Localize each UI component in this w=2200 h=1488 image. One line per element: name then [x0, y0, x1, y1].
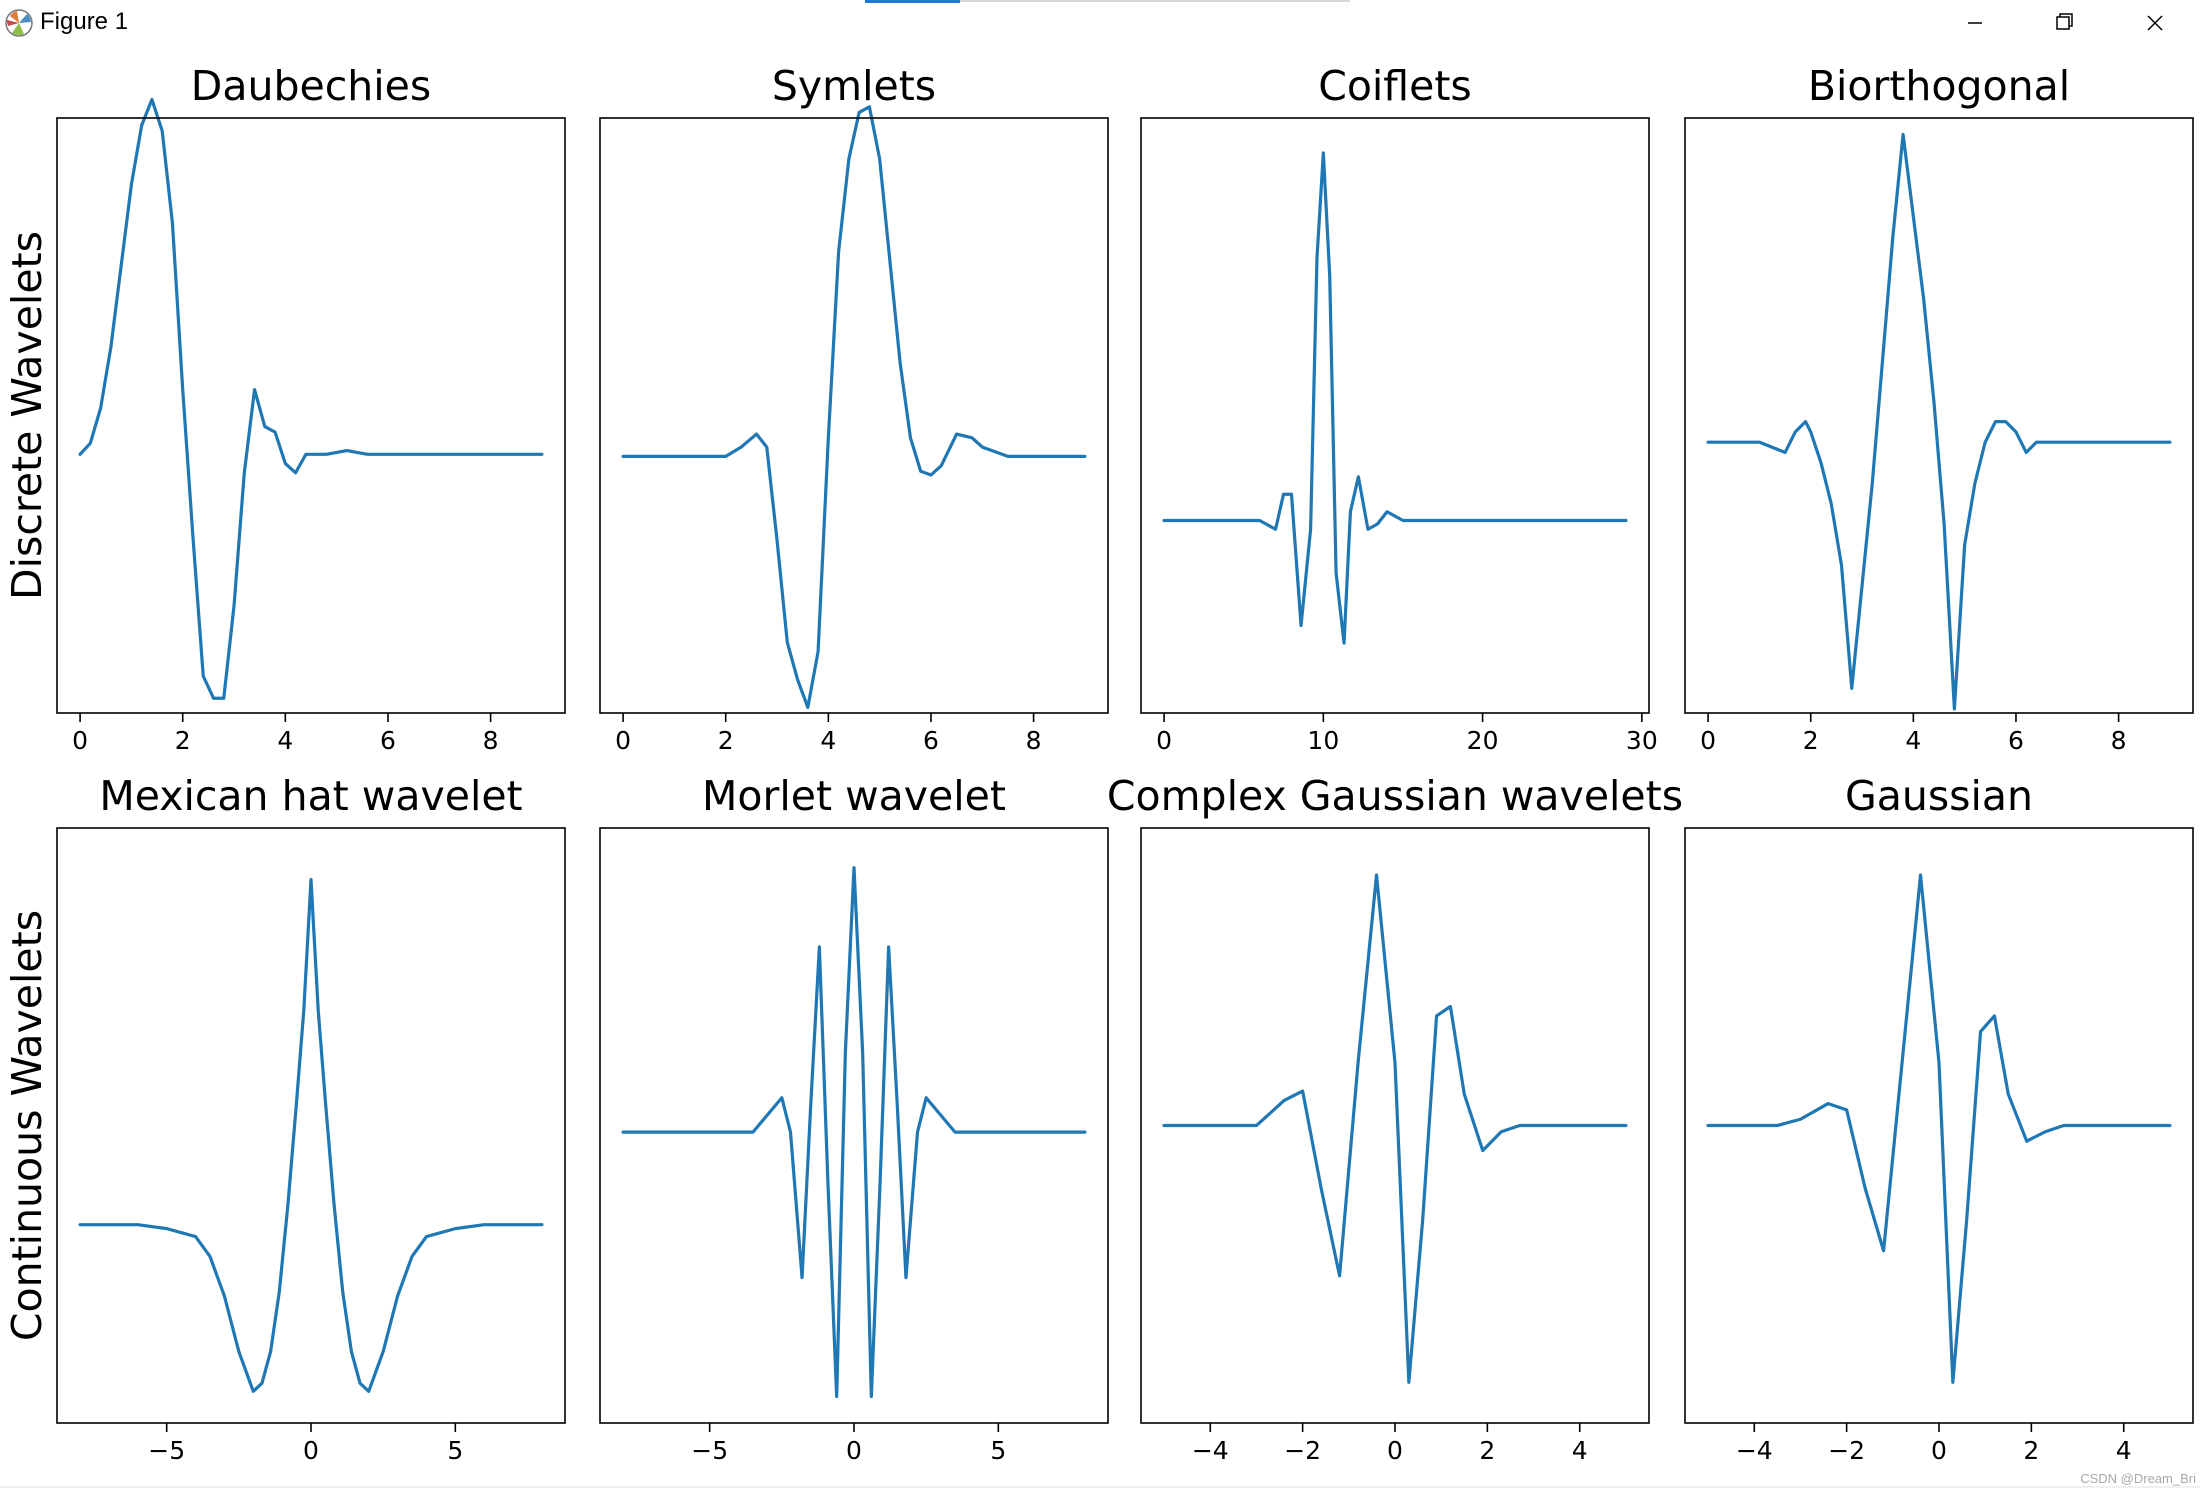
x-tick-label: −4: [1192, 1436, 1229, 1465]
x-tick-label: 8: [483, 726, 499, 755]
x-tick-label: 2: [175, 726, 191, 755]
subplot-coiflets: Coiflets 0 10 20 30: [1140, 62, 1658, 755]
x-tick-label: 0: [1156, 726, 1172, 755]
x-tick-label: 6: [923, 726, 939, 755]
restore-icon: [2056, 13, 2073, 30]
x-tick-label: 5: [447, 1436, 463, 1465]
x-tick-label: −4: [1736, 1436, 1773, 1465]
x-tick-label: −2: [1284, 1436, 1321, 1465]
close-icon: [2147, 15, 2163, 31]
x-tick-label: 4: [277, 726, 293, 755]
subplot-morlet-wavelet: Morlet wavelet −5 0 5: [599, 772, 1109, 1465]
title-bar[interactable]: Figure 1: [0, 0, 2200, 46]
close-button[interactable]: [2110, 0, 2200, 46]
x-tick-label: 4: [1572, 1436, 1588, 1465]
x-tick-label: 5: [990, 1436, 1006, 1465]
axes-frame: [1140, 117, 1650, 714]
row-label-continuous: Continuous Wavelets: [3, 910, 51, 1341]
x-tick-label: 0: [303, 1436, 319, 1465]
toolbar-divider: [960, 0, 1350, 2]
subplot-gaussian: Gaussian −4 −2 0 2 4: [1684, 772, 2194, 1465]
x-tick-label: 2: [1803, 726, 1819, 755]
axes-frame: [599, 117, 1109, 714]
subplot-biorthogonal: Biorthogonal 0 2 4 6 8: [1684, 62, 2194, 755]
x-tick-label: 30: [1626, 726, 1658, 755]
subplot-complex-gaussian-wavelets: Complex Gaussian wavelets −4 −2 0 2 4: [1107, 772, 1683, 1465]
subplot-title: Gaussian: [1845, 772, 2033, 820]
watermark: CSDN @Dream_Bri: [2080, 1471, 2196, 1486]
x-tick-label: 0: [1700, 726, 1716, 755]
subplot-symlets: Symlets 0 2 4 6 8: [599, 62, 1109, 755]
x-tick-label: 2: [718, 726, 734, 755]
axes-frame: [56, 827, 566, 1424]
x-tick-label: −5: [691, 1436, 728, 1465]
x-tick-label: 6: [380, 726, 396, 755]
wavelet-line: [621, 866, 1087, 1399]
wavelet-line: [1706, 873, 2172, 1384]
status-strip: [0, 1486, 2200, 1488]
x-tick-label: 0: [1387, 1436, 1403, 1465]
subplot-daubechies: Daubechies 0 2 4 6 8: [56, 62, 566, 755]
x-tick-label: 4: [820, 726, 836, 755]
matplotlib-logo-icon: [5, 9, 33, 37]
x-tick-label: 0: [72, 726, 88, 755]
row-label-discrete: Discrete Wavelets: [3, 231, 51, 600]
x-tick-label: 20: [1467, 726, 1499, 755]
x-tick-label: 4: [2116, 1436, 2132, 1465]
wavelet-line: [621, 105, 1087, 710]
x-tick-label: 8: [1026, 726, 1042, 755]
x-tick-label: 0: [846, 1436, 862, 1465]
wavelet-line: [1162, 151, 1628, 645]
minimize-icon: [1968, 22, 1982, 24]
subplot-title: Morlet wavelet: [702, 772, 1006, 820]
toolbar-accent-line: [865, 0, 960, 3]
x-tick-label: 0: [1931, 1436, 1947, 1465]
minimize-button[interactable]: [1930, 0, 2020, 46]
x-tick-label: 2: [1479, 1436, 1495, 1465]
subplot-title: Symlets: [772, 62, 936, 110]
wavelet-line: [1162, 873, 1628, 1384]
axes-frame: [599, 827, 1109, 1424]
x-tick-label: −5: [148, 1436, 185, 1465]
axes-frame: [56, 117, 566, 714]
subplot-title: Mexican hat wavelet: [99, 772, 522, 820]
subplot-title: Daubechies: [191, 62, 431, 110]
window-title: Figure 1: [40, 8, 129, 35]
wavelet-line: [78, 877, 544, 1393]
x-tick-label: 4: [1905, 726, 1921, 755]
restore-button[interactable]: [2020, 0, 2110, 46]
x-tick-label: −2: [1828, 1436, 1865, 1465]
x-tick-label: 10: [1307, 726, 1339, 755]
wavelet-line: [78, 97, 544, 700]
subplot-mexican-hat-wavelet: Mexican hat wavelet −5 0 5: [56, 772, 566, 1465]
x-tick-label: 2: [2023, 1436, 2039, 1465]
x-tick-label: 0: [615, 726, 631, 755]
subplot-title: Coiflets: [1318, 62, 1472, 110]
subplot-title: Biorthogonal: [1808, 62, 2070, 110]
x-tick-label: 8: [2111, 726, 2127, 755]
subplot-title: Complex Gaussian wavelets: [1107, 772, 1683, 820]
axes-frame: [1684, 117, 2194, 714]
wavelet-line: [1706, 132, 2172, 711]
x-tick-label: 6: [2008, 726, 2024, 755]
